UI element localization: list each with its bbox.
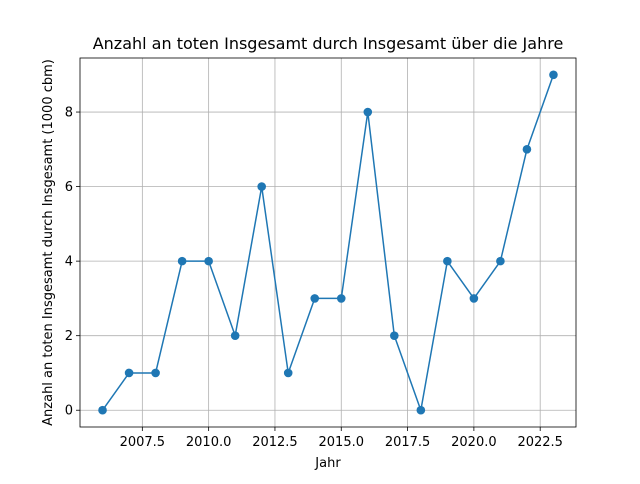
x-tick-label: 2010.0 [186,435,232,450]
data-point [177,256,187,266]
x-tick-label: 2015.0 [319,435,365,450]
y-axis-label: Anzahl an toten Insgesamt durch Insgesam… [41,59,56,426]
data-point [124,368,134,378]
axis-ticks: 2007.5 2010.0 2012.5 2015.0 2017.5 2020.0 2022… [65,106,563,450]
data-point [310,294,320,303]
x-tick-label: 2007.5 [120,435,166,450]
data-point [522,145,532,154]
y-tick-label: 4 [65,255,73,270]
data-point [363,107,373,117]
data-point [390,331,399,340]
x-tick-label: 2012.5 [252,435,298,450]
y-tick-label: 2 [65,329,73,344]
data-point [98,405,107,415]
data-point [443,256,452,266]
grid [80,58,576,427]
data-point [496,256,505,266]
x-tick-label: 2022.5 [517,435,563,450]
x-tick-label: 2017.5 [385,435,431,450]
series-line [101,74,555,411]
data-point [283,368,293,378]
data-series [98,70,558,415]
data-point [336,294,346,303]
data-point [549,70,558,80]
y-tick-label: 6 [65,180,73,195]
data-point [204,256,213,266]
data-point [416,405,426,415]
data-point [230,331,240,340]
y-tick-label: 8 [65,106,73,121]
y-tick-label: 0 [65,404,73,419]
chart-title: Anzahl an toten Insgesamt durch Insgesam… [93,34,564,53]
data-point [469,294,479,303]
plot-area-frame [79,57,577,428]
x-axis-label: Jahr [314,456,341,471]
x-tick-label: 2020.0 [451,435,497,450]
data-point [151,368,160,378]
data-point [257,182,266,191]
